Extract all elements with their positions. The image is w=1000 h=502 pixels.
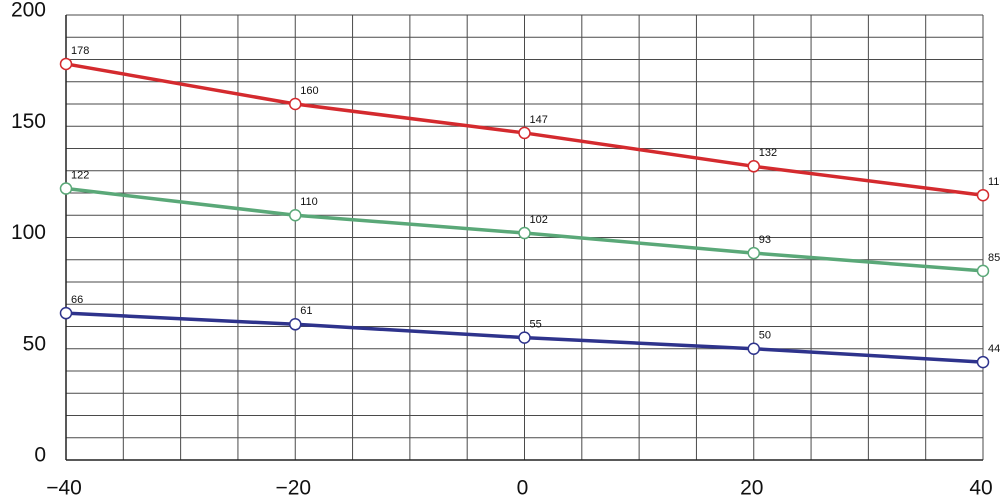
y-tick-label: 0	[34, 444, 46, 467]
data-label: 85	[988, 252, 1000, 264]
point	[518, 126, 531, 140]
point	[59, 57, 73, 71]
data-label: 122	[71, 169, 89, 181]
point	[59, 182, 73, 195]
y-tick-label: 100	[11, 221, 46, 244]
point	[747, 342, 760, 355]
x-tick-label: 40	[969, 477, 992, 500]
y-tick-label: 200	[11, 0, 46, 22]
data-label: 50	[759, 330, 771, 342]
point	[976, 188, 990, 202]
data-label: 66	[71, 294, 83, 306]
point	[289, 97, 302, 111]
point	[518, 226, 531, 240]
x-tick-label: −40	[46, 477, 82, 500]
data-label: 61	[300, 305, 312, 317]
x-tick-label: 0	[517, 477, 529, 500]
point	[59, 306, 73, 320]
data-label: 102	[530, 214, 548, 226]
data-label: 132	[759, 147, 777, 159]
x-tick-label: −20	[275, 477, 311, 500]
point	[976, 355, 990, 369]
point	[518, 331, 531, 344]
data-label: 93	[759, 234, 771, 246]
point	[289, 209, 302, 222]
x-tick-label: 20	[740, 477, 763, 500]
data-label: 110	[300, 196, 318, 208]
data-label: 160	[300, 85, 318, 97]
point	[747, 246, 760, 260]
point	[747, 160, 760, 173]
data-label: 147	[530, 114, 548, 126]
y-tick-label: 150	[11, 110, 46, 133]
data-label: 44	[988, 343, 1000, 355]
data-label: 55	[530, 319, 542, 331]
data-label: 178	[71, 45, 89, 57]
point	[289, 318, 302, 331]
point	[976, 264, 990, 278]
y-tick-label: 50	[23, 332, 46, 355]
data-label: 119	[988, 176, 1000, 188]
